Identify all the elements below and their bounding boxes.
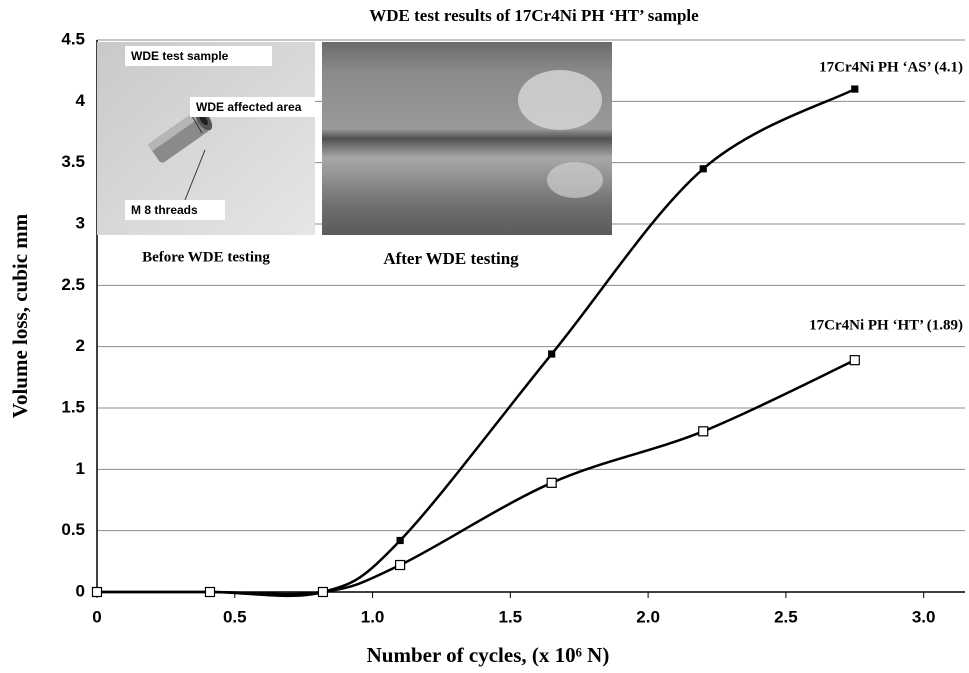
y-tick-label: 4 <box>76 91 86 110</box>
point-marker <box>699 165 707 173</box>
point-marker <box>851 85 859 93</box>
x-tick-label: 1.5 <box>499 607 523 626</box>
chart-title: WDE test results of 17Cr4Ni PH ‘HT’ samp… <box>369 6 699 25</box>
point-marker <box>91 586 103 598</box>
y-tick-label: 0.5 <box>61 520 85 539</box>
point-marker <box>395 559 406 571</box>
annotations: WDE test sample WDE affected area M 8 thre… <box>125 46 519 268</box>
point-marker <box>548 350 556 358</box>
point-marker <box>698 426 709 437</box>
x-tick-label: 2.0 <box>636 607 660 626</box>
y-tick-label: 2 <box>76 336 85 355</box>
y-tick-label: 2.5 <box>61 275 85 294</box>
x-tick-label: 2.5 <box>774 607 798 626</box>
series-line <box>97 359 856 596</box>
y-tick-label: 0 <box>76 581 85 600</box>
y-tick-label: 1 <box>76 459 85 478</box>
photo-label: WDE test sample <box>131 49 229 63</box>
y-tick-label: 3.5 <box>61 152 85 171</box>
label-box <box>125 200 225 220</box>
x-axis-label: Number of cycles, (x 10⁶ N) <box>367 643 610 667</box>
x-tick-label: 1.0 <box>361 607 385 626</box>
x-tick-label: 0 <box>92 607 101 626</box>
photo-label: M 8 threads <box>131 203 198 217</box>
point-marker <box>204 586 216 598</box>
photo-label: WDE affected area <box>196 100 302 114</box>
plot: 17Cr4Ni PH ‘AS’ (4.1) 17Cr4Ni PH ‘HT’ (1.… <box>91 59 963 598</box>
point-marker <box>317 586 329 598</box>
series-label: 17Cr4Ni PH ‘HT’ (1.89) <box>809 317 963 333</box>
point-marker <box>396 536 404 545</box>
label-box <box>125 46 272 66</box>
point-marker <box>546 477 557 488</box>
label-box <box>190 97 315 117</box>
y-tick-label: 3 <box>76 213 85 232</box>
x-tick-label: 3.0 <box>912 607 936 626</box>
y-tick-label: 1.5 <box>61 397 85 416</box>
photo-caption: After WDE testing <box>383 249 519 268</box>
photo-after <box>322 42 612 235</box>
point-marker <box>849 355 860 366</box>
y-tick-label: 4.5 <box>61 29 85 48</box>
x-tick-label: 0.5 <box>223 607 247 626</box>
photo-caption: Before WDE testing <box>142 249 270 265</box>
y-axis-label: Volume loss, cubic mm <box>8 213 32 418</box>
series-label: 17Cr4Ni PH ‘AS’ (4.1) <box>819 59 963 75</box>
